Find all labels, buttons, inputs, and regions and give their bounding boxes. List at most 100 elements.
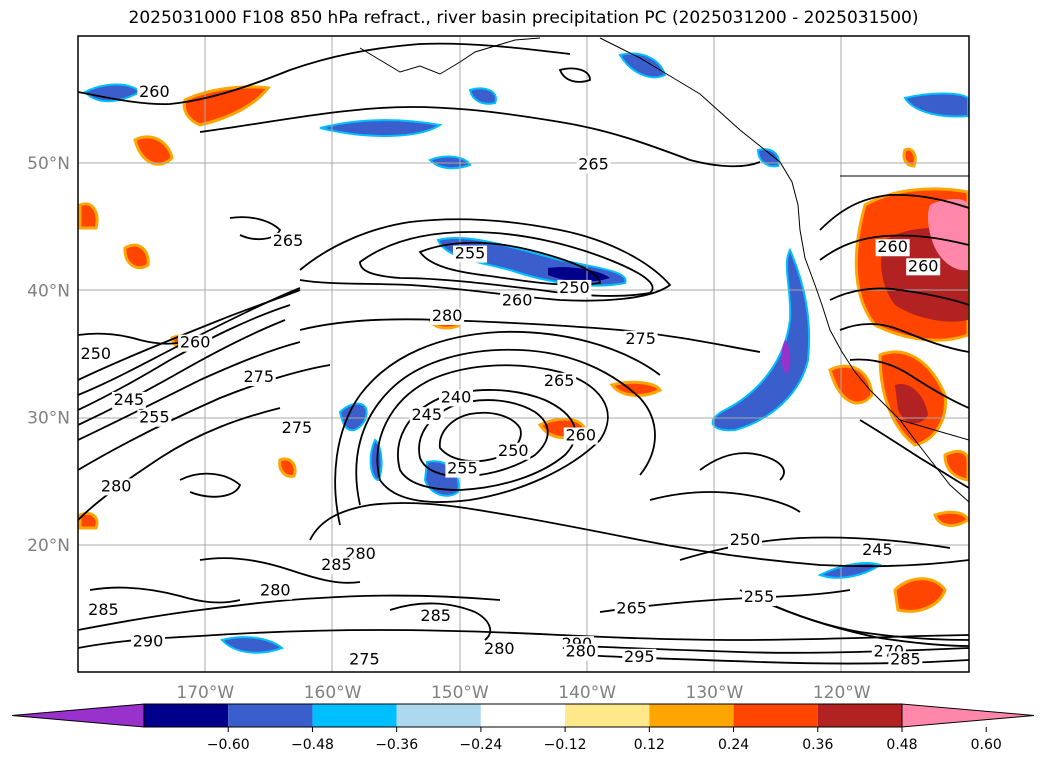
colorbar-segment	[733, 704, 818, 727]
contour-label-halo	[563, 427, 598, 445]
colorbar-segment	[649, 704, 734, 727]
longitude-label: 150°W	[431, 683, 489, 703]
longitude-labels: 170°W 160°W 150°W 140°W 130°W 120°W	[176, 683, 870, 703]
coastline	[359, 37, 969, 503]
shade-blob	[927, 198, 968, 271]
contour-line	[649, 491, 801, 513]
contour-label: 280	[484, 639, 515, 658]
contour-label: 265	[616, 598, 647, 617]
latitude-label: 50°N	[27, 154, 70, 174]
colorbar-tick-label: 0.60	[971, 737, 1002, 753]
shade-blob	[548, 267, 610, 282]
contour-label-halo	[482, 641, 517, 659]
contour-label-halo	[622, 648, 657, 666]
longitude-label: 160°W	[304, 683, 362, 703]
contour-line	[759, 599, 969, 647]
colorbar-segment	[565, 704, 650, 727]
contour-label: 260	[908, 256, 939, 275]
contour-label-halo	[727, 531, 762, 549]
contour-line	[699, 452, 785, 481]
longitude-label: 120°W	[813, 683, 871, 703]
contour-label-halo	[99, 478, 134, 496]
shade-blob	[220, 636, 284, 654]
contour-label-halo	[279, 419, 314, 437]
contour-label-halo	[271, 232, 306, 250]
contour-label-halo	[319, 557, 354, 575]
contour-line	[334, 330, 661, 526]
shade-blob	[123, 243, 150, 270]
border-us-mexico	[899, 419, 969, 441]
contour-label: 260	[139, 82, 170, 101]
contour-label-halo	[430, 307, 465, 325]
contour-labels: 2602652652552502602802602502752752652402…	[78, 82, 941, 669]
contour-label-halo	[78, 346, 113, 364]
contour-label: 275	[243, 367, 274, 386]
colorbar-segment	[144, 704, 229, 727]
contour-label: 275	[282, 418, 313, 437]
contour-label: 255	[744, 587, 775, 606]
contour-label-halo	[137, 84, 172, 102]
shade-blob	[278, 457, 297, 478]
contour-label: 285	[321, 555, 352, 574]
contour-label-halo	[131, 633, 166, 651]
contour-line	[397, 389, 577, 491]
colorbar-ticks: −0.60 −0.48 −0.36 −0.24 −0.12 0.12 0.24 0.36 0.4…	[207, 727, 1002, 753]
contour-line	[78, 364, 331, 471]
contour-label-halo	[875, 239, 910, 257]
contour-line	[819, 234, 969, 261]
colorbar-tick-label: −0.12	[544, 737, 587, 753]
contour-line	[679, 536, 951, 561]
contour-label: 260	[877, 237, 908, 256]
contour-label-halo	[576, 156, 611, 174]
latitude-label: 30°N	[27, 409, 70, 429]
contour-label-halo	[241, 368, 276, 386]
contour-label: 280	[566, 642, 597, 661]
contour-label-halo	[445, 460, 480, 478]
contour-label: 280	[101, 476, 132, 495]
contour-label-halo	[906, 258, 941, 276]
contour-line	[309, 502, 969, 568]
colorbar-tick-label: 0.24	[718, 737, 749, 753]
contour-line	[179, 472, 242, 498]
latitude-label: 40°N	[27, 281, 70, 301]
contour-label-halo	[409, 407, 444, 425]
map-background	[78, 36, 969, 672]
contour-line	[199, 106, 761, 168]
contour-label-halo	[418, 608, 453, 626]
contour-label: 250	[81, 344, 112, 363]
colorbar-segment	[817, 704, 902, 727]
contour-line	[78, 332, 191, 345]
map-area: 2602652652552502602802602502752752652402…	[78, 36, 969, 672]
shade-blob	[895, 384, 928, 424]
longitude-label: 140°W	[558, 683, 616, 703]
contour-line	[849, 358, 969, 409]
contour-label-halo	[563, 643, 598, 661]
shade-blob	[903, 92, 969, 118]
contour-line	[299, 318, 761, 353]
contour-label-halo	[137, 409, 172, 427]
map-frame	[77, 35, 970, 673]
map-title: 2025031000 F108 850 hPa refract., river …	[128, 8, 919, 28]
shade-blob	[319, 119, 443, 137]
colorbar-segments	[11, 703, 1035, 728]
contour-label-halo	[86, 601, 121, 619]
contour-label: 240	[441, 387, 472, 406]
contour-line	[359, 231, 654, 297]
contour-label-halo	[542, 372, 577, 390]
contour-line	[78, 407, 281, 521]
contour-label-halo	[860, 541, 895, 559]
refractivity-contours	[78, 42, 969, 665]
contour-label: 275	[625, 329, 656, 348]
colorbar-outline	[143, 703, 903, 728]
contour-line	[819, 194, 969, 231]
colorbar-tick-label: −0.48	[291, 737, 334, 753]
colorbar-extend-high	[901, 703, 1035, 728]
longitude-label: 170°W	[176, 683, 234, 703]
contour-line	[78, 42, 571, 105]
contour-label: 245	[862, 540, 893, 559]
contour-line	[355, 348, 656, 506]
contour-line	[839, 323, 969, 353]
contour-label: 260	[566, 425, 597, 444]
contour-label-halo	[347, 651, 382, 669]
colorbar-segment	[396, 704, 481, 727]
